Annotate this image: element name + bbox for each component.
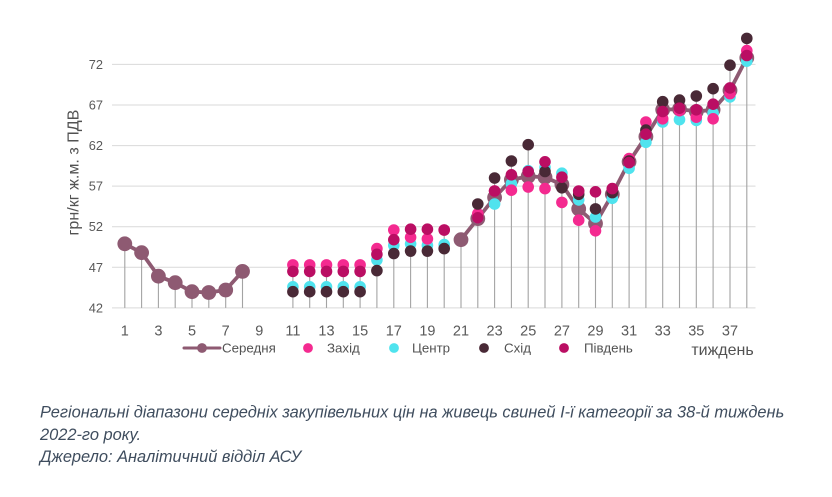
svg-text:Джерело: Аналітичний відділ АС: Джерело: Аналітичний відділ АСУ <box>38 448 303 466</box>
svg-text:25: 25 <box>520 324 536 340</box>
svg-text:29: 29 <box>587 324 603 340</box>
svg-text:57: 57 <box>89 179 103 194</box>
svg-text:Центр: Центр <box>412 341 450 356</box>
svg-text:грн/кг ж.м. з ПДВ: грн/кг ж.м. з ПДВ <box>65 110 83 236</box>
svg-text:Схід: Схід <box>504 341 531 356</box>
svg-text:Середня: Середня <box>222 341 276 356</box>
svg-text:72: 72 <box>89 57 103 72</box>
svg-text:33: 33 <box>655 324 671 340</box>
svg-text:Регіональні діапазони середніх: Регіональні діапазони середніх закупівел… <box>40 404 784 422</box>
svg-text:Південь: Південь <box>584 341 633 356</box>
svg-text:67: 67 <box>89 98 103 113</box>
svg-text:35: 35 <box>688 324 704 340</box>
svg-text:Захід: Захід <box>327 341 360 356</box>
svg-text:13: 13 <box>318 324 334 340</box>
svg-text:23: 23 <box>487 324 503 340</box>
svg-text:42: 42 <box>89 300 103 315</box>
svg-text:31: 31 <box>621 324 637 340</box>
svg-text:9: 9 <box>255 324 263 340</box>
svg-text:тиждень: тиждень <box>691 342 753 359</box>
svg-text:7: 7 <box>222 324 230 340</box>
svg-text:62: 62 <box>89 138 103 153</box>
svg-text:11: 11 <box>285 324 300 340</box>
svg-text:21: 21 <box>453 324 469 340</box>
svg-text:2022-го року.: 2022-го року. <box>39 426 141 444</box>
svg-text:52: 52 <box>89 219 103 234</box>
svg-text:37: 37 <box>722 324 738 340</box>
svg-text:3: 3 <box>154 324 162 340</box>
svg-text:5: 5 <box>188 324 196 340</box>
svg-text:19: 19 <box>419 324 435 340</box>
svg-text:1: 1 <box>121 324 129 340</box>
svg-text:47: 47 <box>89 260 103 275</box>
svg-text:27: 27 <box>554 324 570 340</box>
svg-text:17: 17 <box>386 324 402 340</box>
svg-text:15: 15 <box>352 324 368 340</box>
